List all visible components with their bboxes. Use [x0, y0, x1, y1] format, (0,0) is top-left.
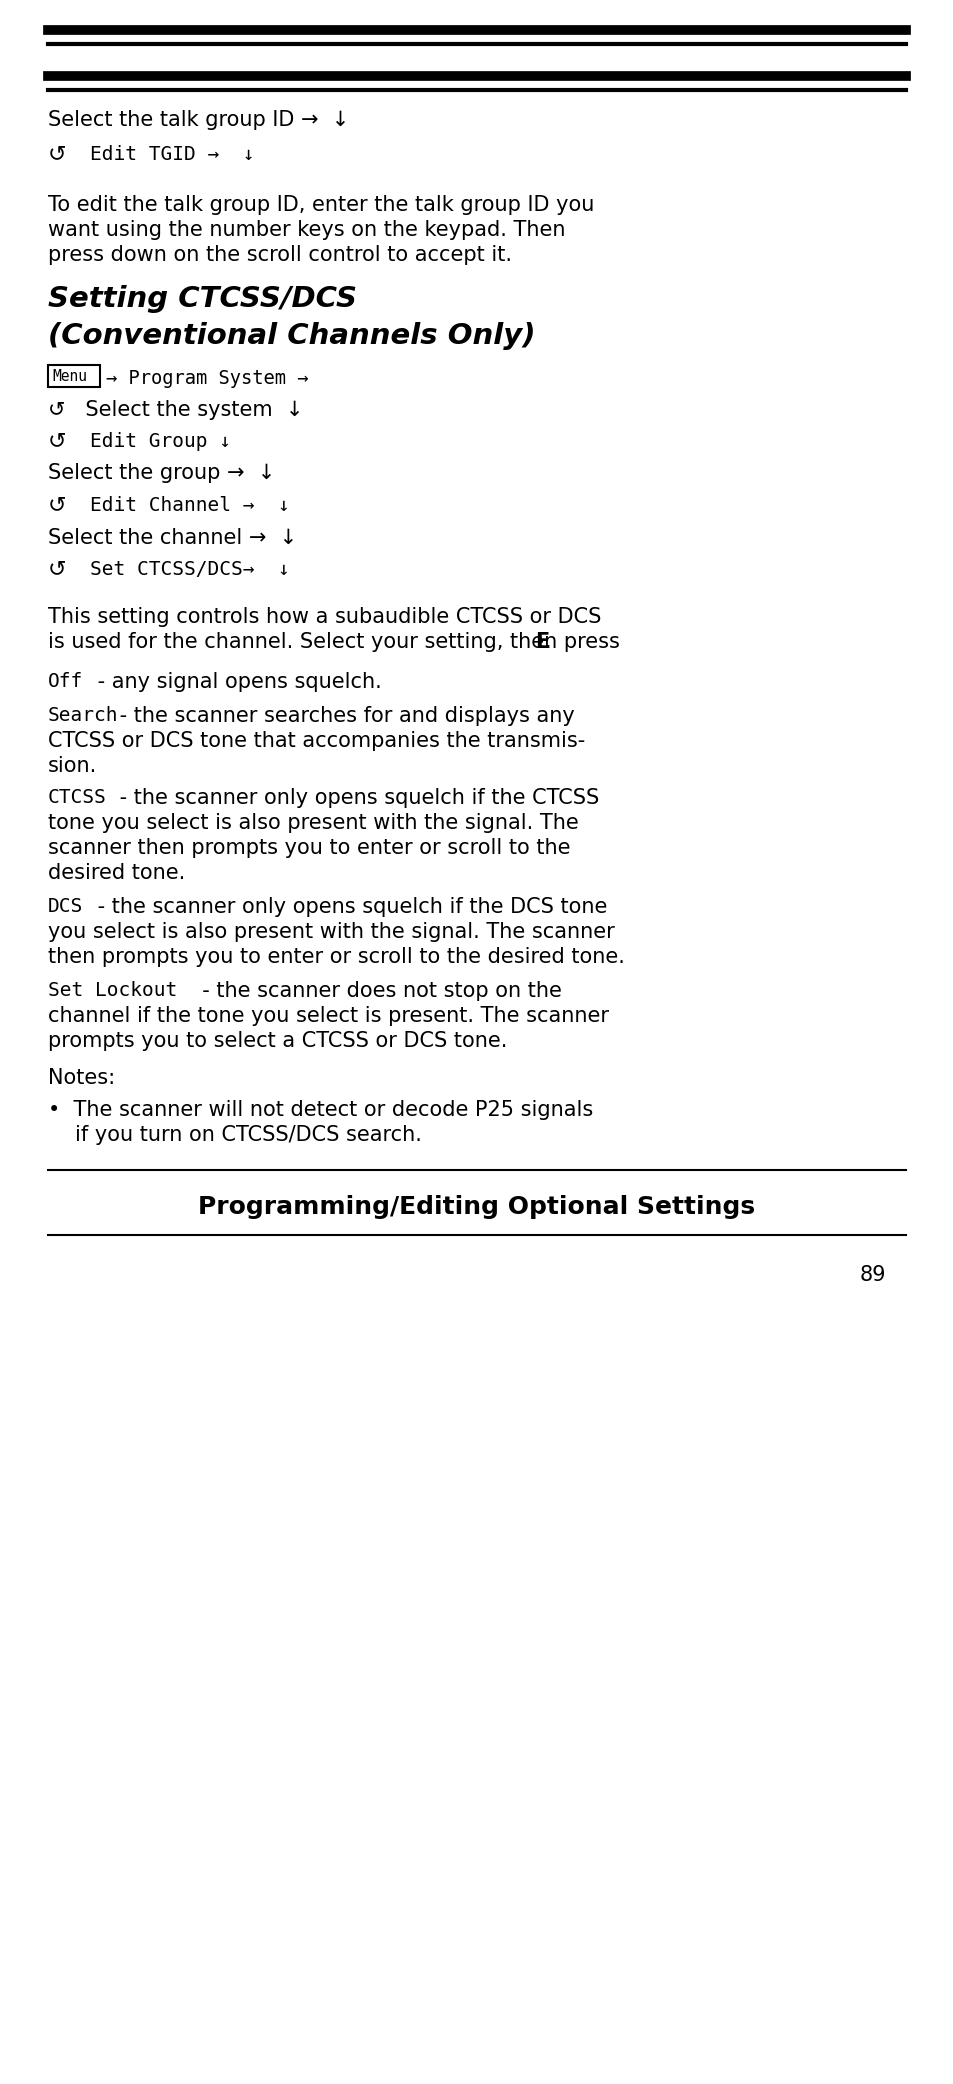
Text: .: .	[544, 631, 551, 652]
Text: ↺: ↺	[48, 496, 81, 517]
Text: tone you select is also present with the signal. The: tone you select is also present with the…	[48, 813, 578, 834]
Text: is used for the channel. Select your setting, then press: is used for the channel. Select your set…	[48, 631, 626, 652]
Text: ↺: ↺	[48, 561, 81, 579]
Text: then prompts you to enter or scroll to the desired tone.: then prompts you to enter or scroll to t…	[48, 946, 624, 967]
Text: Select the channel →  ↓: Select the channel → ↓	[48, 527, 296, 548]
Text: ↺   Select the system  ↓: ↺ Select the system ↓	[48, 400, 303, 421]
Text: E: E	[535, 631, 549, 652]
Text: •  The scanner will not detect or decode P25 signals: • The scanner will not detect or decode …	[48, 1100, 593, 1119]
Text: Edit TGID →  ↓: Edit TGID → ↓	[90, 146, 254, 165]
Text: → Program System →: → Program System →	[106, 369, 308, 388]
Text: Set Lockout: Set Lockout	[48, 982, 177, 1000]
Text: sion.: sion.	[48, 756, 97, 775]
Text: want using the number keys on the keypad. Then: want using the number keys on the keypad…	[48, 221, 565, 240]
Text: - the scanner only opens squelch if the CTCSS: - the scanner only opens squelch if the …	[112, 788, 598, 809]
Text: Off: Off	[48, 671, 83, 692]
Text: prompts you to select a CTCSS or DCS tone.: prompts you to select a CTCSS or DCS ton…	[48, 1032, 507, 1050]
Text: - any signal opens squelch.: - any signal opens squelch.	[91, 671, 381, 692]
Text: you select is also present with the signal. The scanner: you select is also present with the sign…	[48, 921, 614, 942]
Text: Set CTCSS/DCS→  ↓: Set CTCSS/DCS→ ↓	[90, 561, 290, 579]
Text: Edit Group ↓: Edit Group ↓	[90, 431, 231, 450]
Text: Search: Search	[48, 706, 118, 725]
Text: - the scanner only opens squelch if the DCS tone: - the scanner only opens squelch if the …	[91, 896, 607, 917]
Text: - the scanner searches for and displays any: - the scanner searches for and displays …	[112, 706, 574, 725]
Text: ↺: ↺	[48, 431, 81, 452]
Text: Select the group →  ↓: Select the group → ↓	[48, 463, 275, 483]
Text: Notes:: Notes:	[48, 1067, 115, 1088]
Text: To edit the talk group ID, enter the talk group ID you: To edit the talk group ID, enter the tal…	[48, 196, 594, 215]
Text: Menu: Menu	[52, 369, 87, 383]
Text: 89: 89	[859, 1265, 885, 1286]
Text: DCS: DCS	[48, 896, 83, 917]
Text: Programming/Editing Optional Settings: Programming/Editing Optional Settings	[198, 1194, 755, 1219]
Text: - the scanner does not stop on the: - the scanner does not stop on the	[189, 982, 561, 1000]
Text: channel if the tone you select is present. The scanner: channel if the tone you select is presen…	[48, 1007, 608, 1025]
Text: Setting CTCSS/DCS: Setting CTCSS/DCS	[48, 286, 356, 313]
Text: (Conventional Channels Only): (Conventional Channels Only)	[48, 323, 535, 350]
Text: desired tone.: desired tone.	[48, 863, 185, 884]
Text: Edit Channel →  ↓: Edit Channel → ↓	[90, 496, 290, 515]
Text: if you turn on CTCSS/DCS search.: if you turn on CTCSS/DCS search.	[75, 1125, 421, 1144]
Text: scanner then prompts you to enter or scroll to the: scanner then prompts you to enter or scr…	[48, 838, 570, 859]
FancyBboxPatch shape	[48, 365, 100, 388]
Text: ↺: ↺	[48, 146, 81, 165]
Text: CTCSS or DCS tone that accompanies the transmis-: CTCSS or DCS tone that accompanies the t…	[48, 731, 584, 750]
Text: This setting controls how a subaudible CTCSS or DCS: This setting controls how a subaudible C…	[48, 606, 600, 627]
Text: CTCSS: CTCSS	[48, 788, 107, 807]
Text: Select the talk group ID →  ↓: Select the talk group ID → ↓	[48, 110, 349, 129]
Text: press down on the scroll control to accept it.: press down on the scroll control to acce…	[48, 246, 512, 265]
